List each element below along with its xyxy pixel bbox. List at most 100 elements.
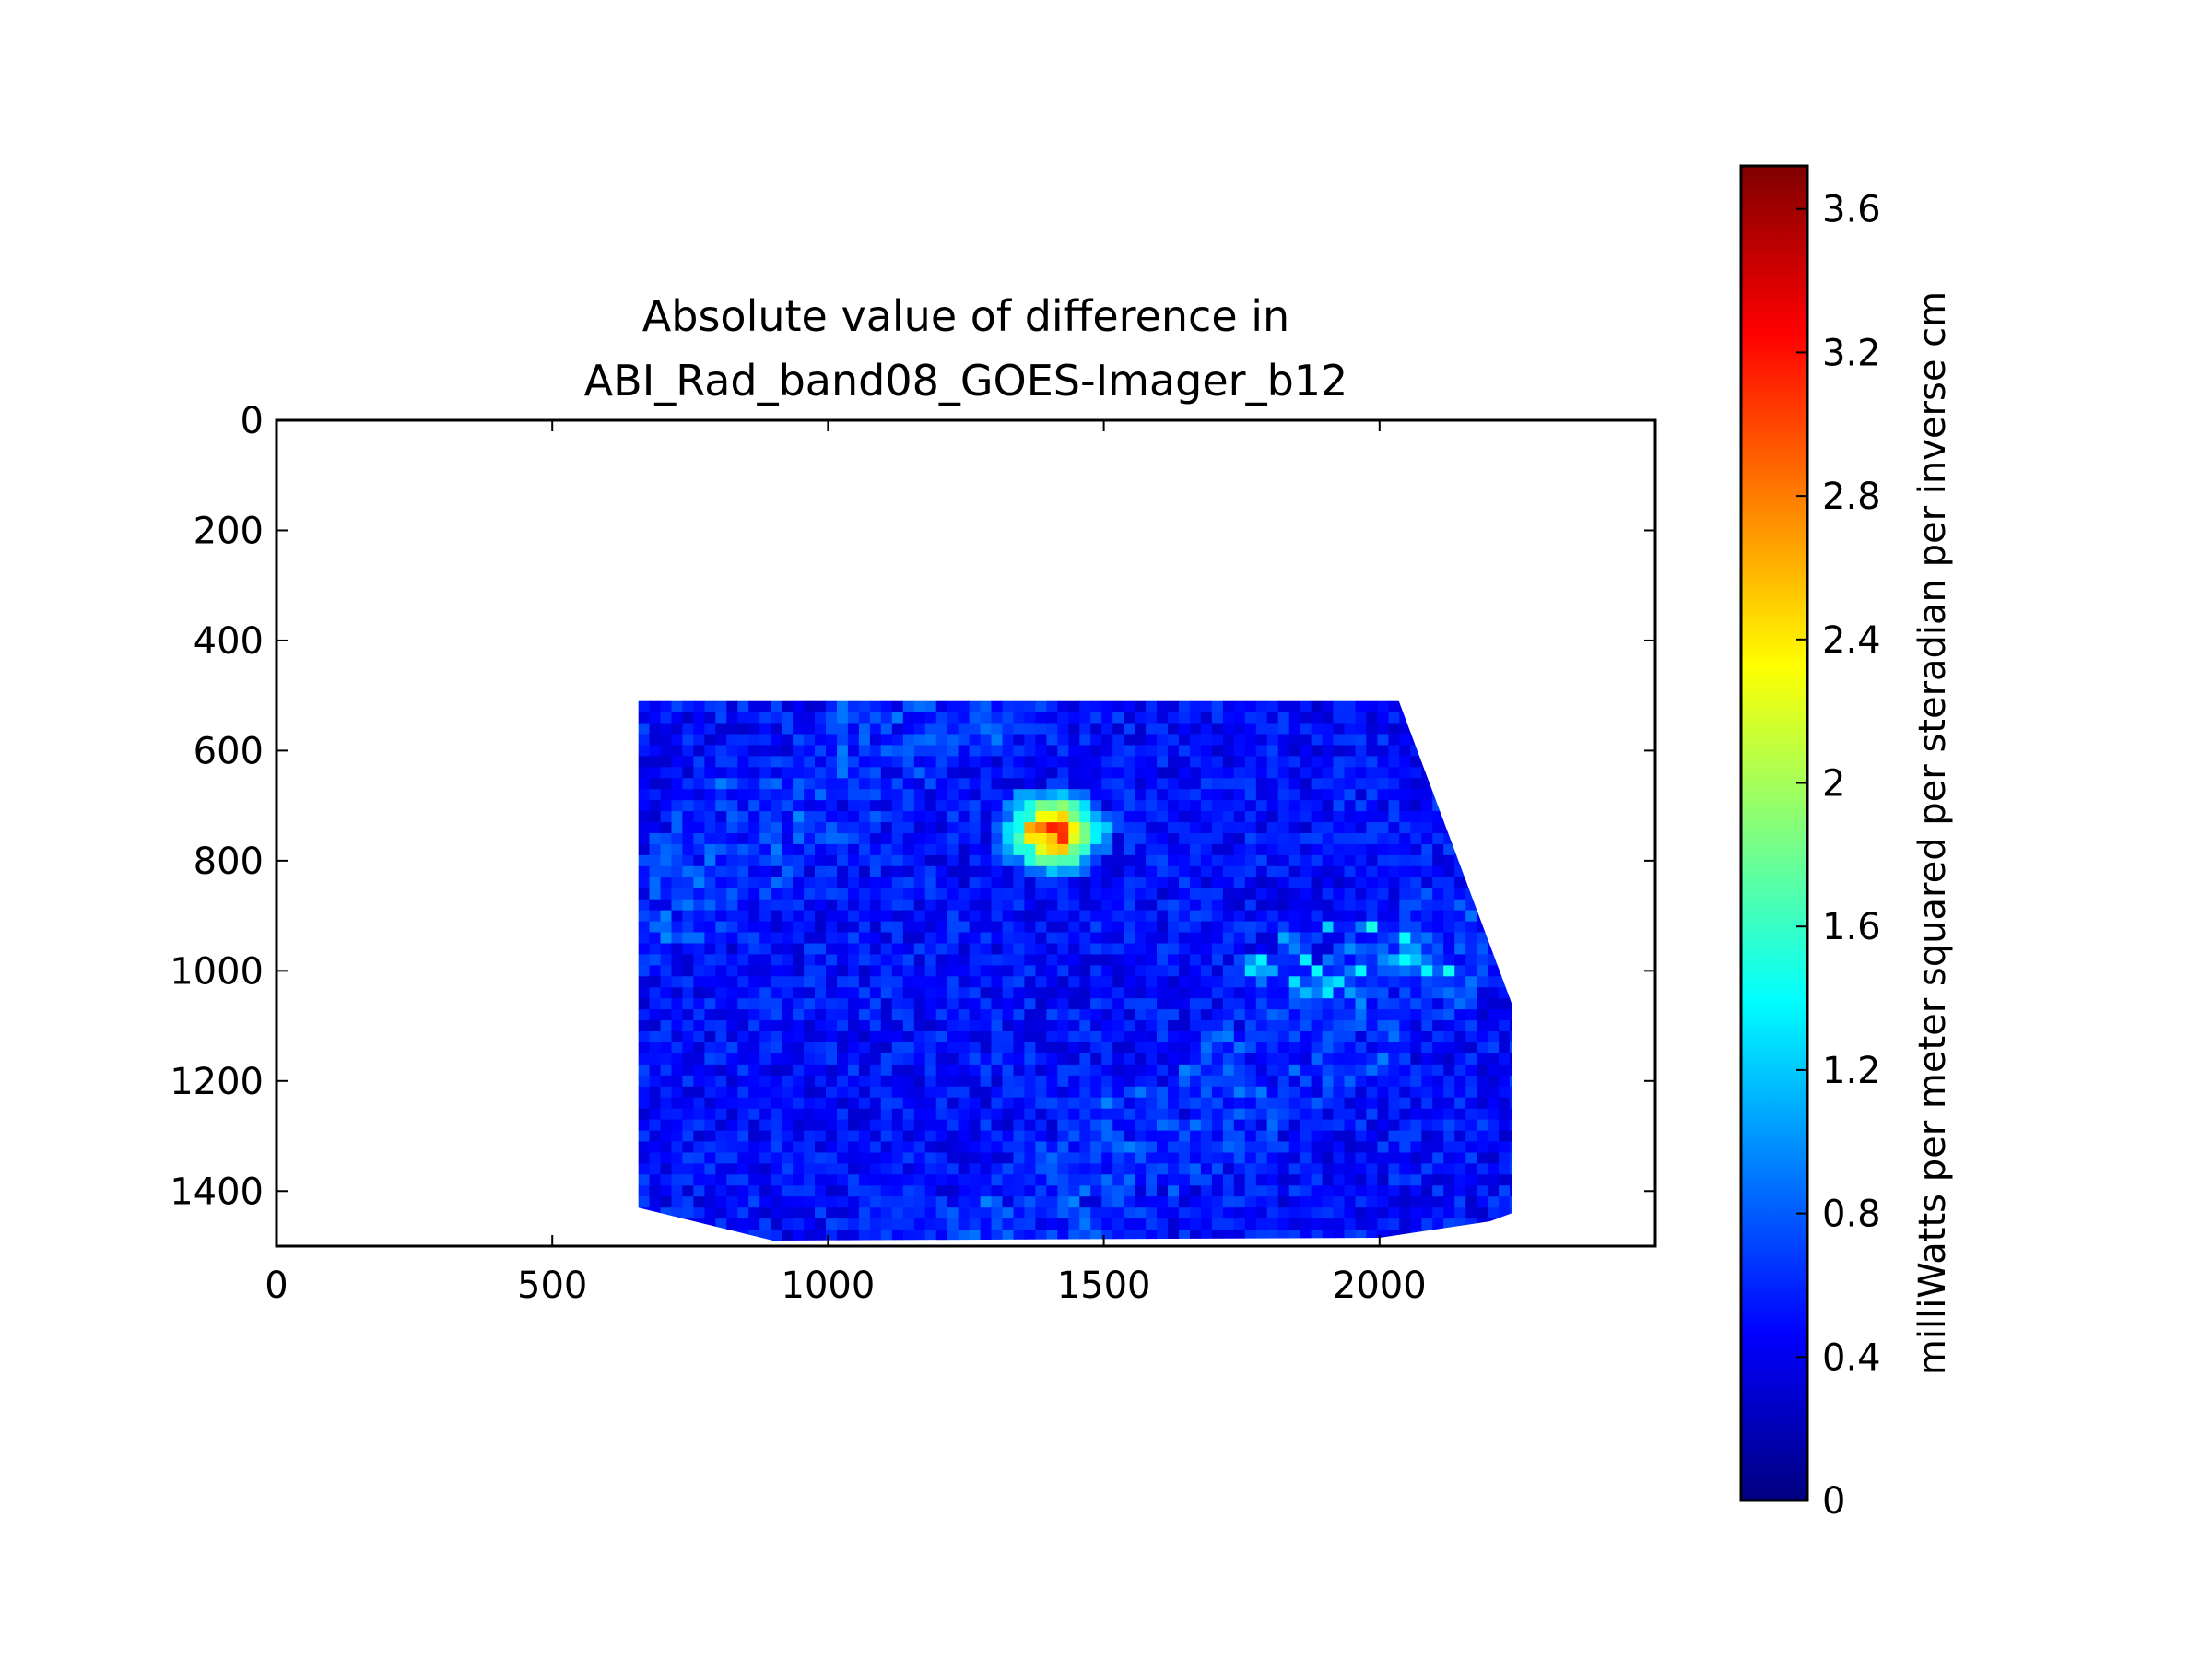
heatmap-cell: [1465, 1020, 1477, 1032]
heatmap-cell: [1057, 877, 1069, 889]
heatmap-cell: [1046, 1020, 1058, 1032]
heatmap-cell: [891, 1031, 904, 1043]
heatmap-cell: [1399, 778, 1411, 790]
heatmap-cell: [1168, 877, 1180, 889]
heatmap-cell: [693, 1053, 705, 1065]
heatmap-cell: [1355, 734, 1368, 746]
heatmap-cell: [649, 987, 662, 999]
heatmap-cell: [1443, 833, 1455, 845]
heatmap-cell: [1377, 976, 1389, 988]
heatmap-cell: [1124, 865, 1135, 878]
heatmap-cell: [1101, 976, 1113, 988]
heatmap-cell: [1432, 1152, 1444, 1164]
heatmap-cell: [1322, 1108, 1335, 1121]
heatmap-cell: [1079, 1174, 1091, 1186]
heatmap-cell: [782, 910, 794, 923]
heatmap-cell: [891, 1020, 904, 1032]
heatmap-cell: [671, 1141, 684, 1153]
heatmap-cell: [1168, 712, 1180, 724]
heatmap-cell: [1157, 734, 1169, 746]
heatmap-cell: [1499, 1086, 1511, 1099]
heatmap-cell: [869, 943, 882, 955]
heatmap-cell: [991, 976, 1004, 988]
heatmap-cell: [771, 811, 782, 823]
heatmap-cell: [891, 943, 904, 955]
heatmap-cell: [1333, 1075, 1346, 1088]
heatmap-cell: [1344, 723, 1357, 735]
heatmap-cell: [924, 1064, 937, 1077]
heatmap-cell: [671, 1152, 684, 1164]
heatmap-cell: [1211, 833, 1224, 845]
heatmap-cell: [1112, 1230, 1124, 1241]
heatmap-cell: [1244, 712, 1257, 724]
heatmap-cell: [1465, 1130, 1477, 1143]
heatmap-cell: [1377, 1141, 1389, 1153]
heatmap-cell: [1333, 1020, 1346, 1032]
heatmap-cell: [980, 745, 993, 757]
heatmap-cell: [1344, 800, 1357, 812]
heatmap-cell: [969, 1075, 982, 1088]
heatmap-cell: [726, 778, 738, 790]
heatmap-cell: [638, 854, 651, 867]
heatmap-cell: [980, 899, 993, 912]
heatmap-cell: [726, 1163, 738, 1175]
heatmap-cell: [1002, 910, 1015, 923]
heatmap-cell: [924, 745, 937, 757]
heatmap-cell: [726, 1196, 738, 1208]
heatmap-cell: [1002, 1207, 1015, 1219]
heatmap-cell: [1024, 1152, 1036, 1164]
heatmap-cell: [1454, 778, 1466, 790]
heatmap-cell: [1355, 1009, 1368, 1021]
heatmap-cell: [1035, 910, 1047, 923]
heatmap-cell: [671, 1163, 684, 1175]
heatmap-cell: [1211, 1218, 1224, 1230]
heatmap-cell: [1355, 1207, 1368, 1219]
heatmap-cell: [1377, 1207, 1389, 1219]
heatmap-cell: [826, 756, 838, 768]
heatmap-cell: [1421, 778, 1433, 790]
heatmap-cell: [1510, 822, 1512, 834]
heatmap-cell: [1157, 833, 1169, 845]
heatmap-cell: [858, 1196, 871, 1208]
heatmap-cell: [1211, 800, 1224, 812]
heatmap-cell: [1421, 865, 1433, 878]
heatmap-cell: [1266, 976, 1279, 988]
heatmap-cell: [1046, 1230, 1058, 1241]
heatmap-cell: [1410, 833, 1422, 845]
heatmap-cell: [1421, 712, 1433, 724]
heatmap-cell: [1432, 899, 1444, 912]
heatmap-cell: [815, 1152, 827, 1164]
heatmap-cell: [1333, 932, 1346, 944]
heatmap-cell: [1222, 745, 1235, 757]
heatmap-cell: [704, 998, 716, 1010]
heatmap-cell: [759, 1009, 771, 1021]
heatmap-cell: [826, 1152, 838, 1164]
heatmap-cell: [1124, 1218, 1135, 1230]
heatmap-cell: [1035, 1119, 1047, 1132]
heatmap-cell: [1255, 811, 1268, 823]
heatmap-cell: [891, 1064, 904, 1077]
heatmap-cell: [1355, 987, 1368, 999]
heatmap-cell: [1233, 976, 1246, 988]
heatmap-cell: [649, 1130, 662, 1143]
heatmap-cell: [1432, 811, 1444, 823]
heatmap-cell: [980, 976, 993, 988]
heatmap-cell: [1190, 734, 1202, 746]
heatmap-cell: [1322, 1009, 1335, 1021]
heatmap-cell: [671, 712, 684, 724]
heatmap-cell: [771, 700, 782, 713]
heatmap-cell: [969, 1064, 982, 1077]
heatmap-cell: [1146, 700, 1158, 713]
heatmap-cell: [1355, 1218, 1368, 1230]
heatmap-cell: [1190, 833, 1202, 845]
heatmap-cell: [1190, 932, 1202, 944]
heatmap-cell: [1255, 833, 1268, 845]
heatmap-cell: [1388, 943, 1400, 955]
heatmap-cell: [748, 976, 760, 988]
heatmap-cell: [1421, 843, 1433, 856]
heatmap-cell: [1244, 756, 1257, 768]
heatmap-cell: [947, 888, 959, 900]
heatmap-cell: [1079, 778, 1091, 790]
heatmap-cell: [737, 1042, 749, 1054]
heatmap-cell: [815, 1075, 827, 1088]
